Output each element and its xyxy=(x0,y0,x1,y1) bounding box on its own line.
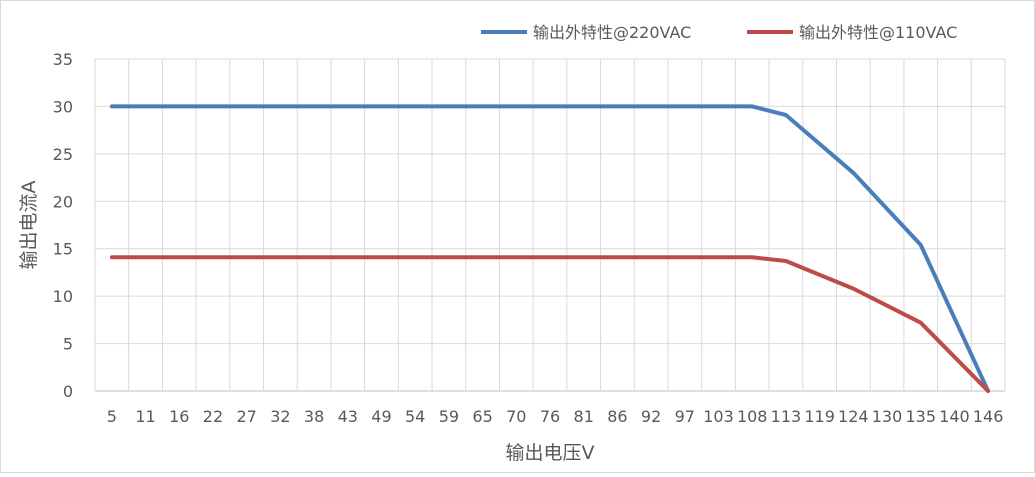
x-tick-label: 27 xyxy=(236,407,256,426)
x-tick-label: 16 xyxy=(169,407,189,426)
x-tick-label: 11 xyxy=(135,407,155,426)
x-tick-label: 108 xyxy=(737,407,768,426)
x-tick-label: 119 xyxy=(804,407,835,426)
y-tick-label: 15 xyxy=(53,240,73,259)
y-tick-label: 25 xyxy=(53,145,73,164)
y-axis-title: 输出电流A xyxy=(18,180,40,269)
x-tick-label: 135 xyxy=(905,407,936,426)
grid-lines xyxy=(94,58,1006,392)
x-tick-label: 38 xyxy=(304,407,324,426)
y-tick-label: 35 xyxy=(53,50,73,69)
y-tick-label: 0 xyxy=(63,382,73,401)
x-tick-label: 5 xyxy=(107,407,117,426)
x-tick-label: 103 xyxy=(703,407,734,426)
x-tick-label: 140 xyxy=(939,407,970,426)
x-tick-label: 113 xyxy=(771,407,802,426)
x-tick-label: 70 xyxy=(506,407,526,426)
x-tick-label: 32 xyxy=(270,407,290,426)
y-tick-label: 5 xyxy=(63,335,73,354)
series-line xyxy=(109,255,991,393)
x-tick-label: 65 xyxy=(472,407,492,426)
x-tick-label: 97 xyxy=(675,407,695,426)
x-axis-title: 输出电压V xyxy=(506,442,595,464)
legend-label: 输出外特性@110VAC xyxy=(799,23,957,42)
legend: 输出外特性@220VAC 输出外特性@110VAC xyxy=(481,23,957,42)
y-axis-tick-labels: 0 5 10 15 20 25 30 35 xyxy=(53,50,73,401)
x-tick-label: 146 xyxy=(973,407,1004,426)
x-tick-label: 22 xyxy=(203,407,223,426)
x-tick-label: 54 xyxy=(405,407,425,426)
x-tick-label: 130 xyxy=(872,407,903,426)
legend-label: 输出外特性@220VAC xyxy=(533,23,691,42)
x-tick-label: 86 xyxy=(607,407,627,426)
x-tick-label: 76 xyxy=(540,407,560,426)
x-tick-label: 124 xyxy=(838,407,869,426)
series-lines xyxy=(109,104,991,393)
x-tick-label: 59 xyxy=(439,407,459,426)
y-tick-label: 30 xyxy=(53,97,73,116)
y-tick-label: 20 xyxy=(53,192,73,211)
x-tick-label: 81 xyxy=(574,407,594,426)
x-axis-tick-labels: 5 11 16 22 27 32 38 43 49 54 59 65 70 76 81 86 92 97 103 10… xyxy=(107,407,1004,426)
x-tick-label: 92 xyxy=(641,407,661,426)
x-tick-label: 43 xyxy=(338,407,358,426)
x-tick-label: 49 xyxy=(371,407,391,426)
series-line xyxy=(109,104,991,393)
y-tick-label: 10 xyxy=(53,287,73,306)
